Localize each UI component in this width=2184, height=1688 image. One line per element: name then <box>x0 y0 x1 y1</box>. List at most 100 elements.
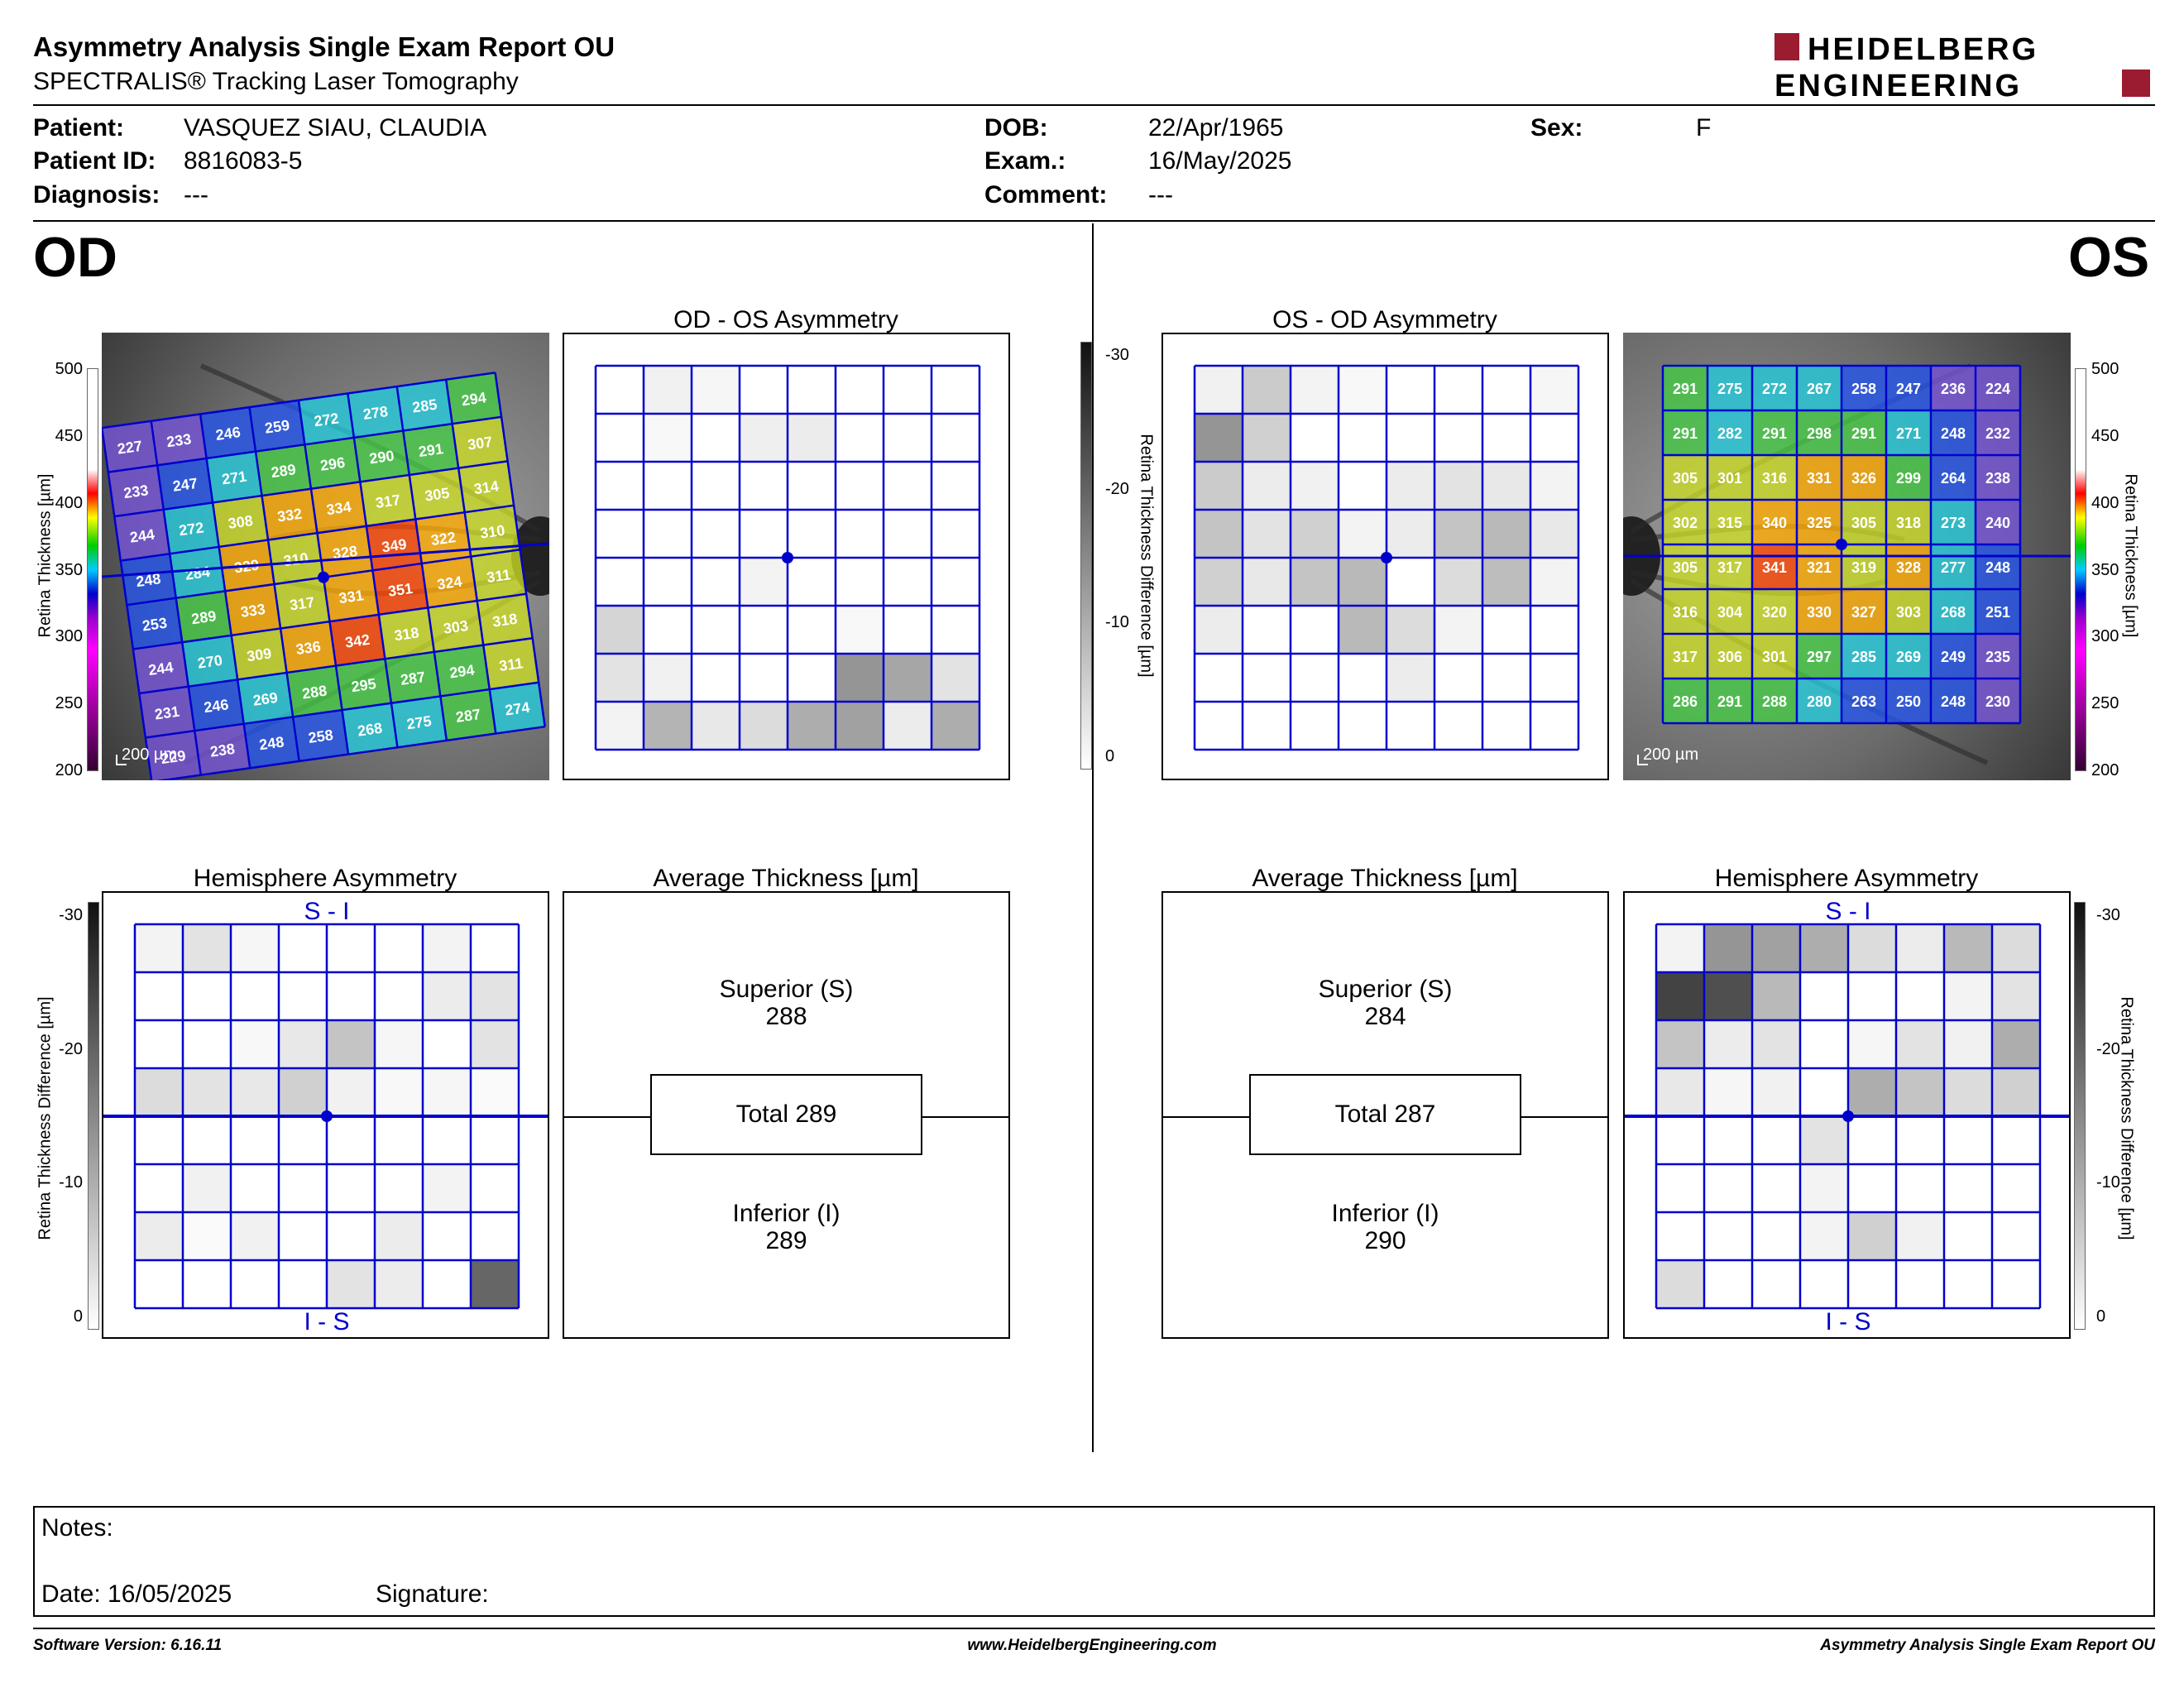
thickness-value: 275 <box>1717 381 1742 397</box>
difference-cell <box>740 510 788 558</box>
difference-cell <box>788 414 836 462</box>
scale-bar-label: 200 µm <box>1643 746 1698 764</box>
difference-cell <box>932 654 979 702</box>
difference-cell <box>836 558 884 606</box>
thickness-cell <box>268 533 323 585</box>
thickness-value: 330 <box>1807 604 1832 621</box>
thickness-value: 299 <box>1896 470 1921 487</box>
difference-cell <box>1434 366 1482 414</box>
exam-value: 16/May/2025 <box>1148 147 1292 175</box>
thickness-cell <box>347 386 404 438</box>
thickness-value: 248 <box>135 570 162 590</box>
axis-tick-label: 400 <box>2091 493 2119 512</box>
fovea-marker <box>1836 539 1847 550</box>
difference-cell <box>375 972 423 1020</box>
thickness-cell <box>102 420 158 472</box>
thickness-value: 267 <box>1807 381 1832 397</box>
thickness-value: 258 <box>307 727 334 746</box>
thickness-cell <box>1797 634 1842 679</box>
thickness-value: 291 <box>1762 425 1787 442</box>
difference-cell <box>1704 1164 1752 1212</box>
thickness-cell <box>323 570 379 622</box>
thickness-cell <box>1886 366 1931 410</box>
difference-cell <box>135 1020 183 1068</box>
od-diff-colorbar <box>88 902 99 1330</box>
difference-cell <box>1195 654 1243 702</box>
thickness-cell <box>170 546 226 598</box>
thickness-value: 268 <box>357 720 384 740</box>
thickness-value: 273 <box>1941 515 1966 531</box>
axis-tick-label: -30 <box>1105 346 1129 364</box>
exam-label: Exam.: <box>984 147 1066 175</box>
notes-box[interactable]: Notes: Date: 16/05/2025 Signature: <box>33 1506 2155 1617</box>
thickness-value: 248 <box>258 733 285 753</box>
axis-tick-label: 500 <box>55 360 83 378</box>
os-label: OS <box>2068 226 2150 289</box>
thickness-cell <box>194 723 251 775</box>
thickness-value: 340 <box>1762 515 1787 531</box>
od-thickness-map: 227 233 246 259 272 278 285 294 233 247 271 289 296 2… <box>102 333 549 780</box>
difference-cell <box>1387 702 1434 750</box>
thickness-value: 315 <box>1717 515 1742 531</box>
thickness-value: 268 <box>1941 604 1966 621</box>
thickness-cell <box>1663 366 1707 410</box>
thickness-cell <box>1976 410 2020 455</box>
website-link[interactable]: www.HeidelbergEngineering.com <box>967 1637 1217 1654</box>
thickness-cell <box>1707 679 1752 723</box>
thickness-value: 326 <box>1851 470 1876 487</box>
thickness-cell <box>127 597 183 650</box>
os-diff-ticks: -30 -20 -10 0 <box>2096 902 2138 1332</box>
thickness-value: 271 <box>221 468 248 488</box>
thickness-cell <box>1886 455 1931 500</box>
difference-cell <box>135 1164 183 1212</box>
difference-cell <box>279 1116 327 1164</box>
difference-cell <box>1243 510 1291 558</box>
difference-cell <box>836 702 884 750</box>
difference-cell <box>1387 510 1434 558</box>
thickness-value: 247 <box>1896 381 1921 397</box>
difference-cell <box>183 1260 231 1308</box>
thickness-value: 334 <box>325 498 352 518</box>
difference-cell <box>596 558 644 606</box>
thickness-cell <box>1752 410 1797 455</box>
thickness-cell <box>1886 589 1931 634</box>
thickness-value: 269 <box>1896 649 1921 665</box>
difference-cell <box>1656 924 1704 972</box>
thickness-cell <box>464 505 520 557</box>
thickness-cell <box>249 400 305 452</box>
difference-cell <box>1704 1068 1752 1116</box>
thickness-value: 310 <box>282 549 309 569</box>
thickness-value: 272 <box>1762 381 1787 397</box>
thickness-cell <box>1886 410 1931 455</box>
thickness-cell <box>237 672 294 724</box>
difference-cell <box>1896 1260 1944 1308</box>
difference-cell <box>471 1020 519 1068</box>
difference-cell <box>1800 924 1848 972</box>
fovea-marker <box>1842 1110 1854 1122</box>
thickness-value: 291 <box>1851 425 1876 442</box>
difference-cell <box>1482 606 1530 654</box>
thickness-cell <box>145 731 201 780</box>
thickness-value: 317 <box>1717 559 1742 576</box>
thickness-value: 291 <box>1673 381 1698 397</box>
difference-cell <box>884 414 932 462</box>
thickness-cell <box>1797 679 1842 723</box>
difference-cell <box>596 462 644 510</box>
difference-cell <box>644 414 692 462</box>
difference-cell <box>1704 924 1752 972</box>
od-inferior-label: Inferior (I) <box>732 1200 841 1227</box>
difference-cell <box>375 1068 423 1116</box>
thickness-value: 269 <box>252 689 280 709</box>
thickness-cell <box>1707 589 1752 634</box>
difference-cell <box>279 1260 327 1308</box>
difference-cell <box>1896 924 1944 972</box>
thickness-value: 301 <box>1762 649 1787 665</box>
thickness-cell <box>477 593 533 645</box>
comment-label: Comment: <box>984 181 1108 209</box>
difference-cell <box>1656 972 1704 1020</box>
od-thickness-ticks: 500 450 400 350 300 250 200 <box>33 356 83 786</box>
os-asymmetry-title: OS - OD Asymmetry <box>1272 306 1497 333</box>
difference-cell <box>692 606 740 654</box>
thickness-cell <box>1931 455 1976 500</box>
thickness-value: 287 <box>400 669 427 688</box>
